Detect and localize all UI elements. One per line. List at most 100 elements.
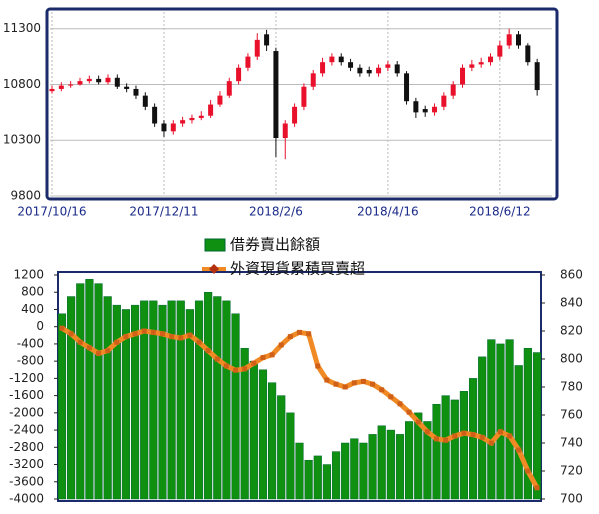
bar	[249, 360, 258, 500]
line-marker	[132, 331, 138, 337]
line-marker	[141, 328, 147, 334]
candle-body	[68, 84, 74, 86]
candle-body	[376, 67, 382, 74]
bar	[76, 283, 85, 500]
x-tick-label: 2018/4/16	[357, 205, 419, 219]
line-marker	[59, 325, 65, 331]
candle-body	[506, 34, 512, 46]
candle-body	[525, 45, 531, 63]
y-tick-label: -800	[17, 354, 44, 368]
line-marker	[388, 394, 394, 400]
bar	[450, 399, 459, 500]
bar	[85, 279, 94, 500]
candle-body	[161, 123, 167, 132]
bar	[149, 300, 158, 500]
candle-body	[58, 85, 64, 89]
line-marker	[452, 433, 458, 439]
candle-body	[338, 56, 344, 63]
candle-body	[450, 84, 456, 96]
candle-body	[320, 62, 326, 74]
bar	[414, 412, 423, 500]
line-marker	[287, 334, 293, 340]
legend-label: 外資現貨累積買賣超	[230, 260, 365, 278]
line-marker	[242, 366, 248, 372]
y-tick-label: 1200	[13, 268, 44, 282]
candle-body	[236, 67, 242, 82]
y2-tick-label: 700	[560, 492, 583, 506]
y-tick-label: -1200	[9, 371, 44, 385]
candle-body	[385, 64, 391, 68]
bar	[167, 300, 176, 500]
line-marker	[370, 381, 376, 387]
candle-body	[366, 69, 372, 74]
line-marker	[297, 329, 302, 335]
bar	[286, 412, 295, 500]
candle-body	[170, 123, 176, 132]
x-tick-label: 2018/6/12	[469, 205, 531, 219]
y-tick-label: -4000	[9, 492, 44, 506]
candle-body	[497, 45, 503, 57]
bar	[532, 352, 542, 500]
line-marker	[507, 433, 513, 439]
line-marker	[461, 430, 467, 436]
bar	[405, 421, 414, 500]
bar	[57, 313, 67, 500]
candle-body	[49, 88, 55, 92]
x-tick-label: 2017/10/16	[17, 205, 86, 219]
bar	[140, 300, 149, 500]
candle-body	[133, 88, 139, 96]
y2-tick-label: 840	[560, 296, 583, 310]
bar	[185, 309, 194, 500]
bar	[103, 296, 112, 500]
candle-body	[432, 106, 438, 113]
bar	[322, 464, 331, 500]
y2-tick-label: 800	[560, 352, 583, 366]
y-tick-label: 10300	[3, 133, 41, 147]
candle-body	[142, 95, 148, 107]
candle-body	[152, 106, 158, 124]
x-tick-label: 2018/2/6	[249, 205, 303, 219]
bar	[331, 451, 341, 500]
line-marker	[351, 380, 357, 386]
line-marker	[333, 381, 339, 387]
candle-body	[264, 34, 270, 46]
legend-swatch	[204, 238, 226, 252]
candle-body	[329, 56, 335, 63]
bar	[176, 300, 185, 500]
bar	[231, 313, 240, 500]
bar	[304, 459, 313, 500]
y-tick-label: 9800	[10, 189, 41, 203]
line-marker	[169, 334, 175, 340]
line-marker	[187, 332, 193, 338]
bar	[258, 369, 268, 500]
candle-body	[189, 117, 195, 121]
line-marker	[470, 432, 476, 438]
y-tick-label: 400	[21, 302, 44, 316]
bar	[468, 378, 478, 500]
legend-marker	[209, 264, 219, 274]
candle-body	[460, 67, 466, 85]
y-tick-label: -1600	[9, 388, 44, 402]
line-marker	[415, 419, 421, 425]
line-marker	[223, 363, 229, 369]
bar	[505, 339, 514, 500]
y2-tick-label: 860	[560, 268, 583, 282]
bar	[121, 309, 131, 500]
candle-body	[245, 56, 251, 68]
bar	[478, 356, 487, 500]
candle-body	[86, 78, 92, 82]
y-tick-label: -2400	[9, 423, 44, 437]
candle-body	[348, 62, 354, 68]
bar	[94, 283, 103, 500]
bar	[222, 300, 231, 500]
bar	[423, 421, 432, 500]
line-marker	[525, 468, 531, 474]
line-marker	[68, 331, 74, 337]
candle-body	[273, 51, 279, 139]
candle-body	[404, 73, 410, 102]
bar	[277, 395, 286, 500]
line-marker	[260, 355, 266, 361]
y-tick-label: 10800	[3, 77, 41, 91]
bar	[295, 442, 304, 500]
candle-body	[516, 34, 521, 46]
